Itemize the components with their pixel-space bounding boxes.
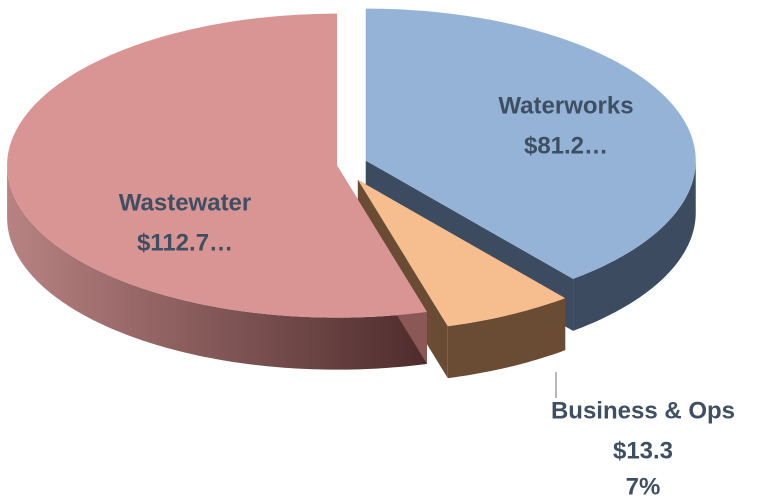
slice-side [7, 165, 427, 370]
slice-label: Waterworks [498, 92, 633, 119]
value-label: $81.2… [524, 132, 608, 159]
labels: Waterworks $81.2… Business & Ops $13.3 7% Was… [119, 92, 735, 497]
value-label: $13.3 [613, 437, 673, 464]
pie-tops [7, 8, 696, 327]
slice-label: Business & Ops [551, 397, 735, 424]
percent-label: 7% [626, 473, 661, 497]
value-label: $112.7… [137, 229, 233, 256]
slice-top [365, 8, 696, 279]
slice-side [573, 160, 696, 331]
slice-top [357, 179, 566, 327]
slice-top [7, 13, 427, 318]
slice-label: Wastewater [119, 189, 252, 216]
